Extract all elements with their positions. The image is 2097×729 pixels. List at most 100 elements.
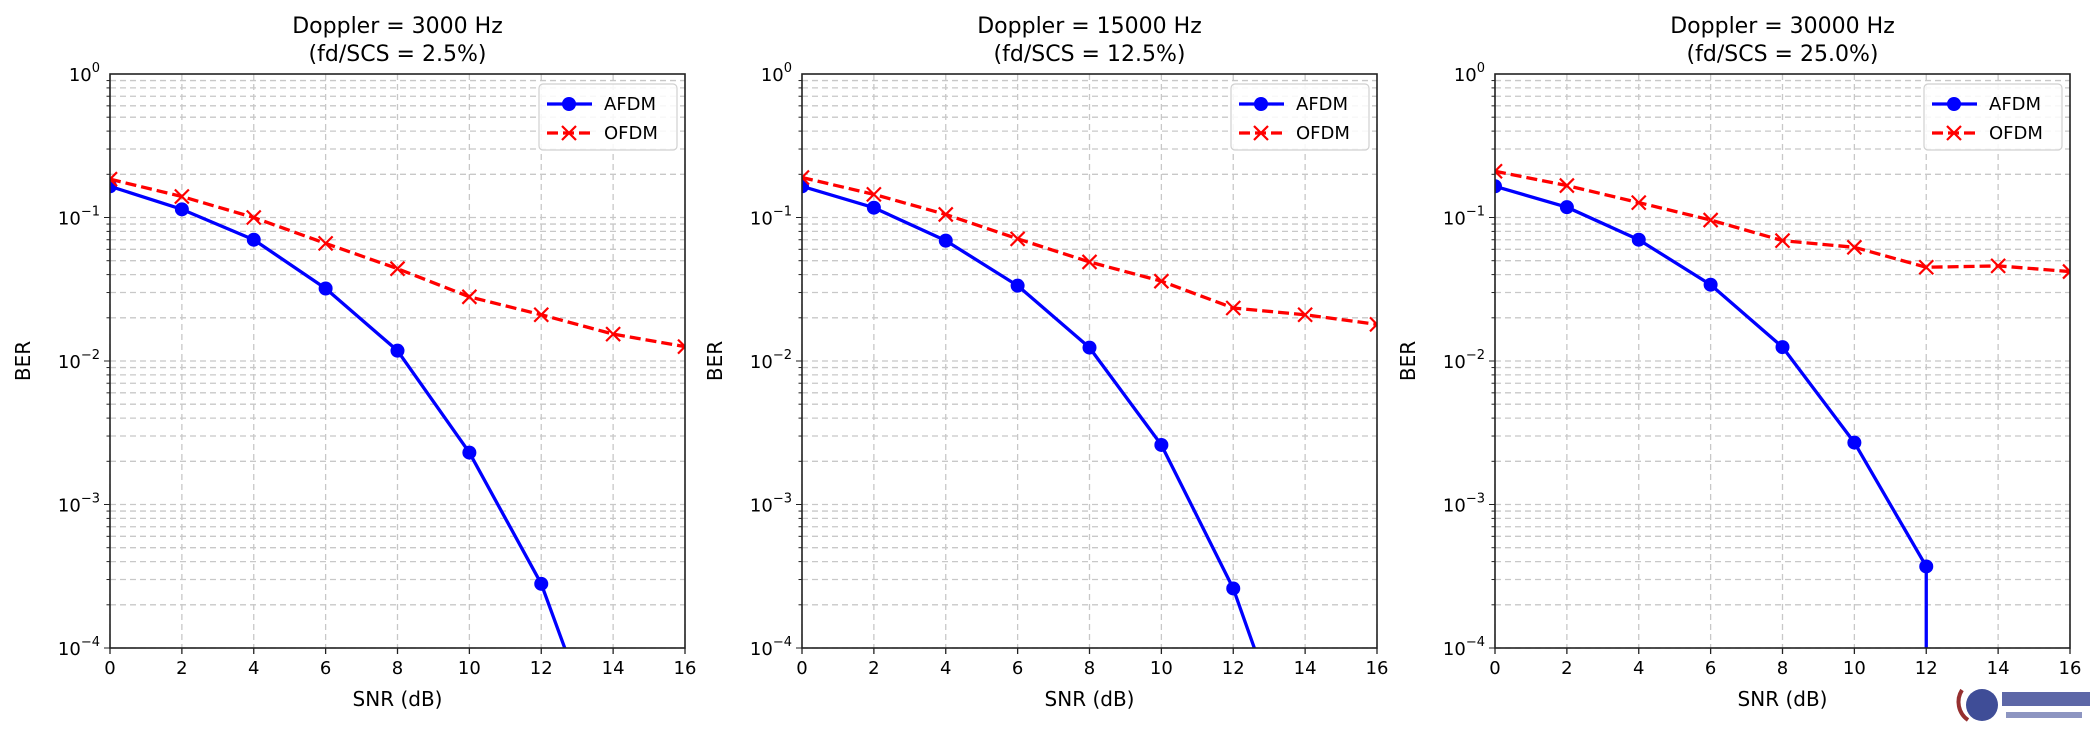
chart-title: Doppler = 15000 Hz (977, 14, 1202, 39)
data-point-ofdm (1702, 212, 1719, 228)
legend-label: OFDM (604, 123, 658, 144)
legend-marker-x (561, 125, 577, 141)
x-tick-label: 12 (530, 658, 553, 679)
x-tick-label: 6 (1705, 658, 1716, 679)
data-point-afdm (174, 202, 189, 217)
x-tick-label: 2 (176, 658, 187, 679)
y-tick-base: 10 (750, 496, 773, 517)
data-point-ofdm (802, 169, 810, 186)
x-tick-label: 6 (1012, 658, 1023, 679)
data-point-ofdm (1009, 231, 1026, 247)
data-point-ofdm (1297, 306, 1313, 323)
y-tick-exp: 0 (784, 61, 792, 76)
y-axis-label: BER (11, 341, 35, 381)
y-tick-base: 10 (58, 496, 81, 517)
x-tick-label: 8 (392, 658, 403, 679)
watermark-logo (1956, 688, 2090, 722)
plot-area (802, 169, 1377, 648)
series-line-afdm (1495, 184, 1928, 648)
data-point-ofdm (110, 171, 118, 187)
y-tick-base: 10 (1443, 639, 1466, 660)
x-tick-label: 10 (1150, 658, 1173, 679)
x-tick-label: 12 (1222, 658, 1245, 679)
y-tick-base: 10 (58, 352, 81, 373)
plot-area (110, 171, 685, 648)
data-point-ofdm (677, 338, 685, 355)
y-tick-label: 10−4 (750, 635, 792, 660)
legend: AFDM OFDM (1923, 83, 2063, 151)
data-point-ofdm (2062, 263, 2070, 280)
legend-marker-x (1253, 125, 1269, 141)
y-tick-base: 10 (1443, 352, 1466, 373)
x-tick-label: 14 (1987, 658, 2010, 679)
data-point-afdm (1703, 277, 1718, 292)
y-tick-base: 10 (58, 209, 81, 230)
y-tick-exp: −1 (1466, 205, 1485, 220)
y-tick-base: 10 (761, 65, 784, 86)
data-point-ofdm (317, 235, 334, 252)
data-point-ofdm (1225, 300, 1242, 316)
y-tick-exp: −1 (773, 205, 792, 220)
data-point-afdm (1495, 179, 1502, 194)
x-tick-label: 6 (320, 658, 331, 679)
x-axis-label: SNR (dB) (353, 687, 443, 711)
x-tick-label: 10 (1843, 658, 1866, 679)
x-tick-label: 0 (104, 658, 115, 679)
y-tick-label: 100 (1454, 61, 1485, 86)
data-point-afdm (1082, 340, 1097, 355)
data-point-afdm (1847, 435, 1862, 450)
series-line-afdm (110, 184, 567, 648)
x-tick-label: 0 (796, 658, 807, 679)
legend-marker-x (1946, 125, 1962, 141)
x-tick-label: 4 (940, 658, 951, 679)
y-tick-base: 10 (750, 352, 773, 373)
y-tick-base: 10 (58, 639, 81, 660)
data-point-ofdm (866, 186, 882, 203)
legend-label: OFDM (1296, 123, 1350, 144)
data-point-afdm (1154, 437, 1169, 452)
data-point-ofdm (1495, 163, 1503, 180)
data-point-ofdm (1990, 258, 2006, 274)
data-point-afdm (1919, 559, 1934, 574)
data-point-ofdm (1559, 177, 1575, 194)
data-point-ofdm (245, 209, 262, 226)
watermark-text-block (2002, 692, 2090, 706)
data-point-ofdm (174, 188, 190, 205)
data-point-afdm (534, 576, 549, 591)
legend-label: AFDM (604, 94, 656, 115)
series-line-afdm (802, 184, 1257, 648)
grid (109, 74, 686, 649)
grid (1494, 74, 2071, 649)
axes-frame (109, 73, 686, 649)
x-tick-label: 14 (1294, 658, 1317, 679)
data-point-afdm (462, 445, 477, 460)
data-point-ofdm (1774, 232, 1791, 249)
y-axis-label: BER (703, 341, 727, 381)
data-point-ofdm (1846, 239, 1863, 256)
y-axis-label: BER (1396, 341, 1420, 381)
y-tick-label: 10−3 (1443, 492, 1485, 517)
data-point-ofdm (461, 289, 478, 305)
data-point-afdm (1226, 581, 1241, 596)
y-tick-label: 10−4 (58, 635, 100, 660)
y-tick-base: 10 (1443, 496, 1466, 517)
y-tick-exp: −4 (1466, 635, 1485, 650)
x-tick-label: 14 (602, 658, 625, 679)
data-point-afdm (1775, 340, 1790, 355)
watermark-circle (1966, 689, 1998, 721)
y-tick-label: 100 (69, 61, 100, 86)
legend-marker-circle (1254, 97, 1268, 111)
legend: AFDM OFDM (1230, 83, 1370, 151)
y-tick-exp: 0 (92, 61, 100, 76)
y-tick-label: 10−2 (58, 348, 100, 373)
y-tick-label: 10−1 (1443, 205, 1485, 230)
x-tick-label: 0 (1489, 658, 1500, 679)
data-point-afdm (390, 343, 405, 358)
subplot-3: 0 2 4 6 8 10 12 14 1610010−110−210−310−4Doppler … (1396, 14, 2081, 711)
grid (801, 74, 1378, 649)
x-tick-label: 16 (674, 658, 697, 679)
chart-subtitle: (fd/SCS = 2.5%) (309, 42, 487, 67)
legend-marker-circle (562, 97, 576, 111)
y-tick-label: 10−3 (750, 492, 792, 517)
y-tick-exp: −4 (773, 635, 792, 650)
